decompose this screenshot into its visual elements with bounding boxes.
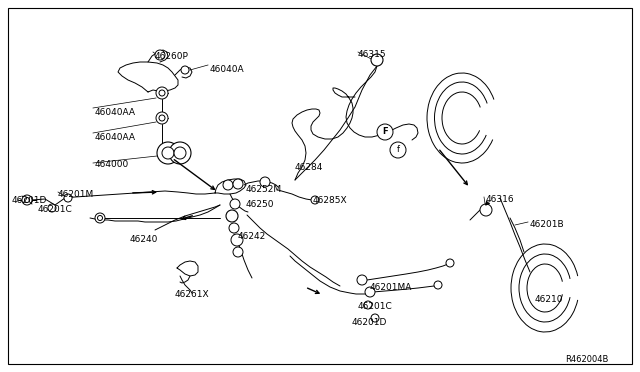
Circle shape — [231, 234, 243, 246]
Circle shape — [157, 142, 179, 164]
Circle shape — [371, 314, 379, 322]
Text: 46260P: 46260P — [155, 52, 189, 61]
Circle shape — [223, 180, 233, 190]
Text: 46284: 46284 — [295, 163, 323, 172]
Text: 46210: 46210 — [535, 295, 563, 304]
Circle shape — [260, 177, 270, 187]
Circle shape — [390, 142, 406, 158]
Text: 46201MA: 46201MA — [370, 283, 412, 292]
Circle shape — [357, 275, 367, 285]
Circle shape — [365, 287, 375, 297]
Circle shape — [434, 281, 442, 289]
Circle shape — [230, 199, 240, 209]
Circle shape — [480, 204, 492, 216]
Text: 46250: 46250 — [246, 200, 275, 209]
Circle shape — [159, 115, 165, 121]
Text: 46201D: 46201D — [12, 196, 47, 205]
Circle shape — [446, 259, 454, 267]
Text: 464000: 464000 — [95, 160, 129, 169]
Text: 46040A: 46040A — [210, 65, 244, 74]
Text: 46040AA: 46040AA — [95, 108, 136, 117]
Circle shape — [24, 198, 29, 202]
Circle shape — [64, 194, 72, 202]
Text: 46201B: 46201B — [530, 220, 564, 229]
Circle shape — [377, 124, 393, 140]
Circle shape — [48, 204, 56, 212]
Text: 46201C: 46201C — [358, 302, 393, 311]
Text: 46242: 46242 — [238, 232, 266, 241]
Text: 46285X: 46285X — [313, 196, 348, 205]
Circle shape — [97, 215, 102, 221]
Text: R462004B: R462004B — [565, 355, 609, 364]
Circle shape — [371, 54, 383, 66]
Circle shape — [155, 50, 165, 60]
Text: 46240: 46240 — [130, 235, 158, 244]
Circle shape — [95, 213, 105, 223]
Circle shape — [233, 179, 243, 189]
Circle shape — [364, 301, 372, 309]
Text: 46040AA: 46040AA — [95, 133, 136, 142]
Text: 46201C: 46201C — [38, 205, 73, 214]
Text: 46201M: 46201M — [58, 190, 94, 199]
Text: 46261X: 46261X — [175, 290, 210, 299]
Text: F: F — [382, 128, 388, 137]
Circle shape — [22, 195, 32, 205]
Circle shape — [156, 87, 168, 99]
Circle shape — [311, 196, 319, 204]
Text: 46315: 46315 — [358, 50, 387, 59]
Circle shape — [156, 112, 168, 124]
Text: 46252M: 46252M — [246, 185, 282, 194]
Circle shape — [226, 210, 238, 222]
Circle shape — [233, 247, 243, 257]
Circle shape — [162, 147, 174, 159]
Text: f: f — [397, 145, 399, 154]
Circle shape — [229, 223, 239, 233]
Text: 46201D: 46201D — [352, 318, 387, 327]
Circle shape — [174, 147, 186, 159]
Circle shape — [169, 142, 191, 164]
Text: 46316: 46316 — [486, 195, 515, 204]
Circle shape — [159, 90, 165, 96]
Circle shape — [181, 66, 189, 74]
